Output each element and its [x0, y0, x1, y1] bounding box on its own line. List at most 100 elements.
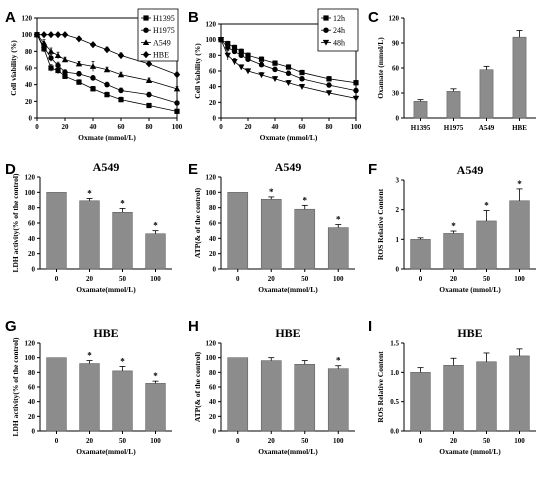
- legend-marker: [143, 27, 149, 33]
- bar: [145, 383, 166, 432]
- x-tick-label: 20: [268, 437, 276, 445]
- data-point: [271, 76, 279, 83]
- bar: [227, 192, 249, 270]
- x-tick-label: 20: [268, 275, 276, 283]
- x-tick-label: H1975: [444, 124, 464, 132]
- data-point: [76, 79, 82, 85]
- y-axis-label: Cell viability (%): [9, 40, 18, 96]
- data-point: [245, 52, 251, 58]
- data-point: [90, 75, 96, 81]
- legend-marker: [143, 15, 149, 21]
- data-point: [76, 71, 82, 77]
- legend-label: H1395: [153, 14, 175, 23]
- x-tick-label: 100: [514, 275, 525, 283]
- bar: [79, 200, 100, 270]
- x-tick-label: 100: [333, 275, 344, 283]
- y-tick-label: 30: [392, 90, 400, 98]
- y-tick-label: 2: [396, 206, 400, 214]
- bar: [476, 220, 497, 270]
- panel-letter: F: [368, 161, 377, 178]
- data-point: [245, 56, 251, 62]
- y-tick-label: 80: [209, 52, 217, 60]
- data-point: [352, 95, 360, 102]
- y-tick-label: 80: [25, 48, 33, 56]
- panel-a: A 0 20 40 60 80 100 120 Cell viability (%) 0 20 40 6…: [5, 8, 183, 142]
- y-tick-label: 0: [32, 266, 36, 274]
- x-tick-label: A549: [479, 124, 495, 132]
- x-tick-label: 40: [90, 123, 98, 131]
- y-tick-label: 40: [25, 81, 33, 89]
- data-point: [40, 39, 48, 46]
- data-point: [54, 52, 62, 59]
- significance-star: *: [153, 371, 158, 381]
- y-tick-label: 120: [22, 15, 33, 23]
- y-tick-label: 60: [28, 384, 36, 392]
- panel-letter: B: [188, 9, 199, 26]
- panel-letter: D: [5, 161, 16, 178]
- data-point: [75, 35, 83, 43]
- x-tick-label: 40: [272, 123, 280, 131]
- plot-frame: [220, 23, 357, 119]
- x-tick-label: 50: [483, 437, 491, 445]
- y-axis-label: Oxamate (mmol/L): [376, 37, 385, 99]
- plot-frame: [36, 17, 178, 119]
- y-tick-label: 120: [206, 21, 217, 29]
- data-point: [41, 44, 47, 50]
- significance-star: *: [87, 188, 92, 198]
- panel-letter: C: [368, 9, 379, 26]
- y-axis-label: ROS Relative Content: [376, 188, 385, 260]
- x-axis-label: Oxamate(mmol/L): [76, 285, 136, 294]
- x-tick-label: 20: [86, 437, 94, 445]
- panel-g: G HBE 0 20 40 60 80 100 120 LDH activity(% of the…: [5, 318, 172, 456]
- bar: [509, 200, 530, 270]
- y-tick-label: 0.0: [390, 428, 399, 436]
- x-tick-label: 20: [245, 123, 253, 131]
- significance-star: *: [153, 221, 158, 231]
- legend-label: H1975: [153, 26, 175, 35]
- legend-label: HBE: [153, 51, 169, 60]
- data-point: [75, 60, 83, 67]
- x-tick-label: 0: [35, 123, 39, 131]
- legend-marker: [323, 15, 329, 21]
- panel-letter: I: [368, 318, 372, 335]
- data-point: [104, 92, 110, 98]
- data-point: [238, 52, 244, 59]
- data-point: [217, 37, 225, 43]
- data-point: [244, 68, 252, 75]
- panel-letter: H: [188, 318, 199, 335]
- legend-marker: [142, 39, 150, 45]
- y-tick-label: 90: [392, 40, 400, 48]
- y-tick-label: 0: [29, 115, 33, 123]
- y-tick-label: 0: [32, 428, 36, 436]
- y-tick-label: 20: [25, 98, 33, 106]
- x-tick-label: 80: [146, 123, 154, 131]
- y-tick-label: 100: [206, 36, 217, 44]
- x-tick-label: 20: [62, 123, 70, 131]
- bar: [145, 233, 166, 270]
- y-tick-label: 40: [28, 398, 36, 406]
- y-tick-label: 0: [213, 266, 217, 274]
- data-point: [47, 31, 55, 39]
- y-tick-label: 80: [209, 204, 217, 212]
- data-point: [118, 87, 124, 94]
- x-tick-label: 50: [119, 437, 127, 445]
- x-tick-label: 0: [55, 275, 59, 283]
- bar: [443, 365, 464, 432]
- significance-star: *: [336, 356, 341, 366]
- panel-letter: E: [188, 161, 198, 178]
- data-point: [89, 63, 97, 69]
- significance-star: *: [484, 201, 489, 211]
- bar: [509, 355, 530, 432]
- y-tick-label: 20: [28, 250, 36, 258]
- chart-title: A549: [275, 160, 302, 174]
- y-tick-label: 20: [28, 413, 36, 421]
- data-point: [258, 72, 265, 79]
- bar: [479, 69, 494, 119]
- y-tick-label: 120: [25, 340, 36, 348]
- data-point: [117, 71, 125, 78]
- bar: [410, 239, 431, 270]
- y-tick-label: 60: [209, 384, 217, 392]
- data-point: [104, 81, 110, 88]
- bar: [327, 368, 349, 432]
- bar: [112, 212, 133, 270]
